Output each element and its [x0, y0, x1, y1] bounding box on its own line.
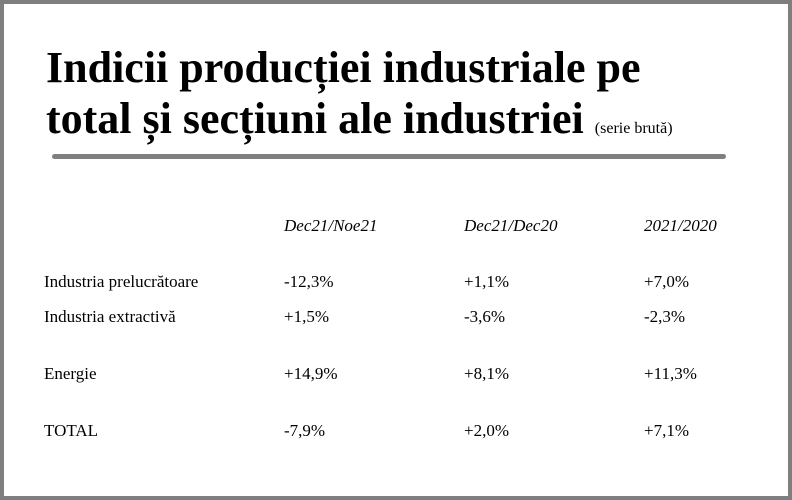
title-line-2: total și secțiuni ale industriei (serie …	[46, 93, 786, 144]
table-cell: +2,0%	[464, 421, 509, 440]
table-cell: +11,3%	[644, 364, 697, 383]
column-header: Dec21/Noe21	[284, 216, 378, 235]
slide-title: Indicii producției industriale pe total …	[46, 42, 786, 144]
table-cell: +14,9%	[284, 364, 338, 383]
table-cell: -2,3%	[644, 307, 686, 326]
title-underline	[52, 154, 726, 159]
table-cell: +1,5%	[284, 307, 329, 326]
title-note: (serie brută)	[594, 120, 673, 137]
row-label: Industria prelucrătoare	[44, 272, 199, 291]
column-header: Dec21/Dec20	[464, 216, 558, 235]
table-cell: -12,3%	[284, 272, 334, 291]
table-cell: +8,1%	[464, 364, 509, 383]
title-line-1: Indicii producției industriale pe	[46, 43, 641, 92]
table-cell: +7,1%	[644, 421, 689, 440]
table-cell: +1,1%	[464, 272, 509, 291]
table-cell: -3,6%	[464, 307, 506, 326]
row-label: Industria extractivă	[44, 307, 176, 326]
column-header: 2021/2020	[644, 216, 717, 235]
table-cell: +7,0%	[644, 272, 689, 291]
table-cell: -7,9%	[284, 421, 326, 440]
title-line-2-text: total și secțiuni ale industriei	[46, 94, 584, 143]
row-label: TOTAL	[44, 421, 99, 440]
row-label: Energie	[44, 364, 97, 383]
